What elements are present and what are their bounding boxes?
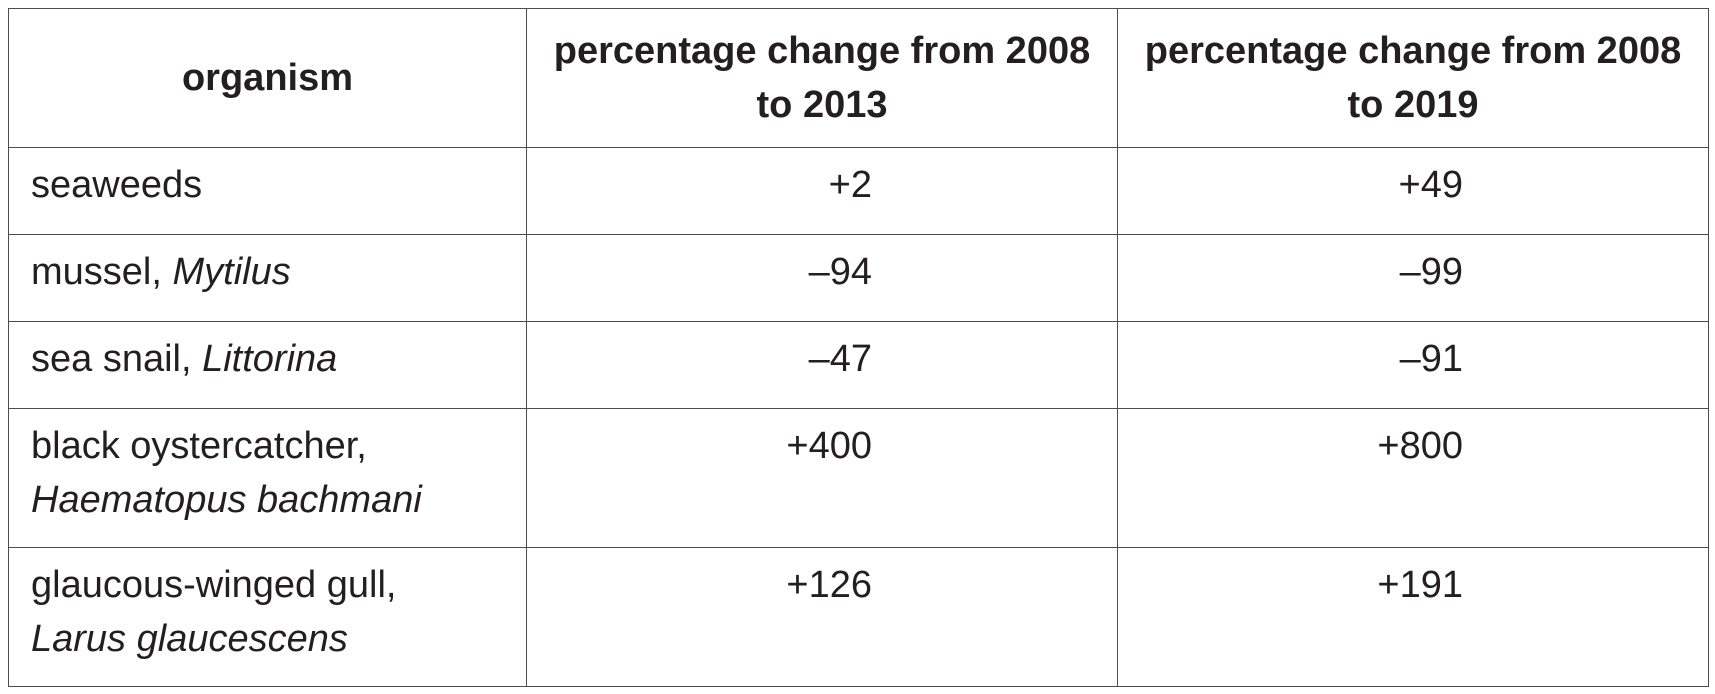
scientific-name: Mytilus <box>172 251 291 293</box>
change-2013-cell: +2 <box>526 147 1118 235</box>
header-cell: organism <box>8 8 527 148</box>
header-row: organism percentage change from 2008 to 2… <box>8 8 1709 148</box>
change-2019-cell: +49 <box>1117 147 1709 235</box>
table-header: organism percentage change from 2008 to 2… <box>8 8 1709 148</box>
data-table: organism percentage change from 2008 to 2… <box>8 8 1709 687</box>
organism-cell: seaweeds <box>8 147 527 235</box>
scientific-name: Littorina <box>202 338 338 380</box>
organism-cell: sea snail, Littorina <box>8 321 527 409</box>
organism-name: mussel, <box>31 251 162 293</box>
change-2013-cell: –94 <box>526 234 1118 322</box>
organism-name: black oystercatcher, <box>31 425 367 467</box>
organism-cell: glaucous-winged gull, Larus glaucescens <box>8 547 527 687</box>
table-row: sea snail, Littorina –47 –91 <box>8 321 1709 409</box>
organism-name: sea snail, <box>31 338 192 380</box>
table-row: black oystercatcher, Haematopus bachmani +… <box>8 408 1709 548</box>
scientific-name: Larus glaucescens <box>31 618 348 660</box>
organism-cell: black oystercatcher, Haematopus bachmani <box>8 408 527 548</box>
change-2013-cell: –47 <box>526 321 1118 409</box>
change-2019-cell: –91 <box>1117 321 1709 409</box>
scientific-name: Haematopus bachmani <box>31 479 422 521</box>
change-2019-cell: +191 <box>1117 547 1709 687</box>
organism-name: seaweeds <box>31 164 203 206</box>
header-cell: percentage change from 2008 to 2019 <box>1117 8 1709 148</box>
table-row: mussel, Mytilus –94 –99 <box>8 234 1709 322</box>
table-body: seaweeds +2 +49 mussel, Mytilus –94 –99 sea sn… <box>8 147 1709 687</box>
organism-cell: mussel, Mytilus <box>8 234 527 322</box>
table-row: glaucous-winged gull, Larus glaucescens +1… <box>8 547 1709 687</box>
change-2013-cell: +126 <box>526 547 1118 687</box>
change-2019-cell: –99 <box>1117 234 1709 322</box>
change-2019-cell: +800 <box>1117 408 1709 548</box>
header-cell: percentage change from 2008 to 2013 <box>526 8 1118 148</box>
organism-name: glaucous-winged gull, <box>31 564 397 606</box>
table-row: seaweeds +2 +49 <box>8 147 1709 235</box>
change-2013-cell: +400 <box>526 408 1118 548</box>
